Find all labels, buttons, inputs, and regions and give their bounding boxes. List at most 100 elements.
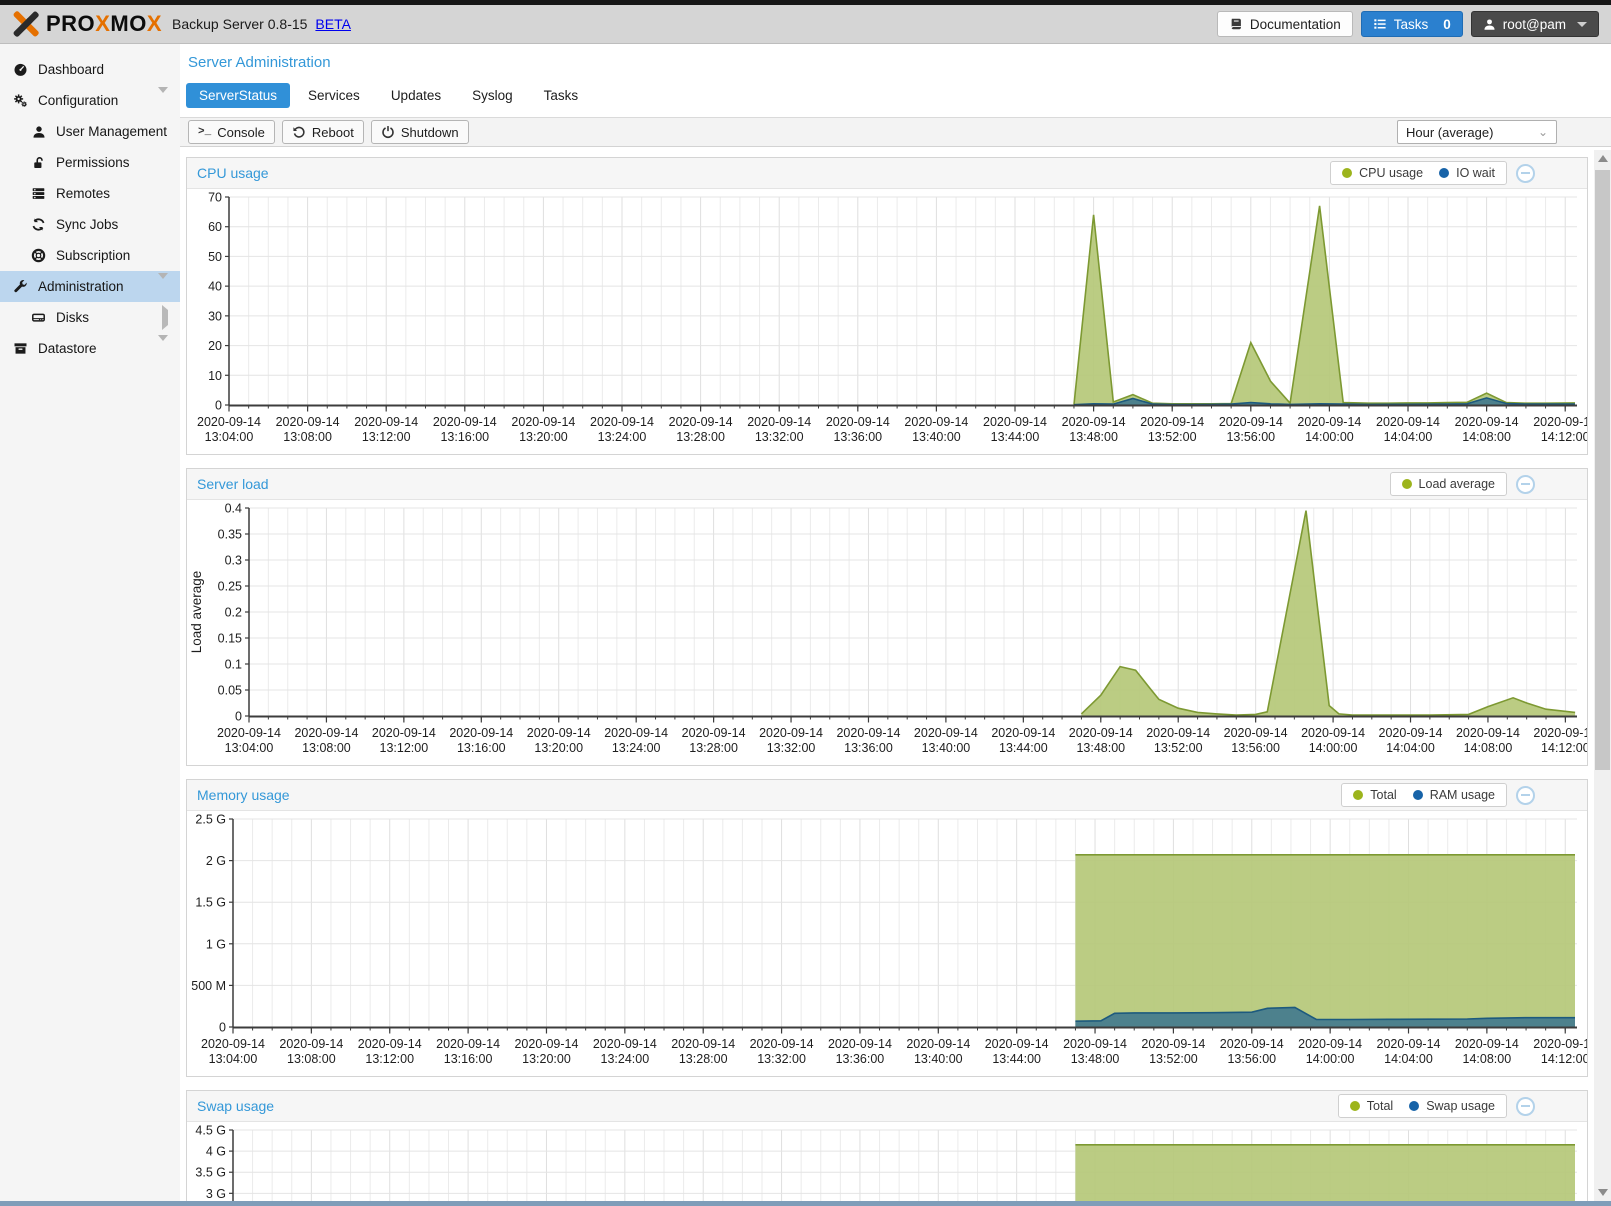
collapse-panel-button[interactable] <box>1516 474 1535 494</box>
tasks-button[interactable]: Tasks 0 <box>1360 11 1463 37</box>
legend-item[interactable]: RAM usage <box>1412 788 1495 802</box>
user-menu-button[interactable]: root@pam <box>1470 11 1599 37</box>
tab-syslog[interactable]: Syslog <box>472 88 513 103</box>
panel-header: Swap usage Total Swap usage <box>187 1091 1587 1122</box>
svg-text:14:08:00: 14:08:00 <box>1463 1052 1512 1066</box>
svg-text:0: 0 <box>219 1021 226 1035</box>
legend-item[interactable]: IO wait <box>1439 166 1495 180</box>
tab-tasks[interactable]: Tasks <box>543 88 579 103</box>
svg-text:13:40:00: 13:40:00 <box>922 741 971 755</box>
svg-text:2020-09-14: 2020-09-14 <box>1455 415 1519 429</box>
user-icon <box>30 125 47 139</box>
sidebar-item-remotes[interactable]: Remotes <box>0 178 180 209</box>
vertical-scrollbar[interactable] <box>1594 150 1611 1201</box>
svg-text:13:32:00: 13:32:00 <box>755 430 804 444</box>
legend-item[interactable]: Total <box>1353 788 1397 802</box>
svg-text:13:28:00: 13:28:00 <box>676 430 725 444</box>
reboot-button[interactable]: Reboot <box>281 120 364 144</box>
svg-text:2020-09-14: 2020-09-14 <box>449 726 513 740</box>
svg-text:13:08:00: 13:08:00 <box>283 430 332 444</box>
svg-text:0.2: 0.2 <box>225 606 242 620</box>
collapse-panel-button[interactable] <box>1516 785 1535 805</box>
scroll-down-arrow-icon[interactable] <box>1597 1189 1608 1196</box>
svg-text:13:56:00: 13:56:00 <box>1227 1052 1276 1066</box>
sidebar-item-permissions[interactable]: Permissions <box>0 147 180 178</box>
svg-text:14:04:00: 14:04:00 <box>1384 430 1433 444</box>
page-title: Server Administration <box>188 54 331 71</box>
legend-dot-icon <box>1342 168 1353 178</box>
svg-text:2020-09-14: 2020-09-14 <box>1219 415 1283 429</box>
rotate-left-icon <box>292 125 306 139</box>
chevron-down-icon <box>158 335 168 356</box>
memory-usage-chart: 2020-09-1413:04:002020-09-1413:08:002020… <box>187 811 1597 1071</box>
sidebar-item-administration[interactable]: Administration <box>0 271 180 302</box>
scroll-up-arrow-icon[interactable] <box>1597 155 1608 162</box>
legend-item[interactable]: Total <box>1349 1099 1393 1113</box>
legend-label: Load average <box>1418 477 1495 491</box>
proxmox-logo: PROXMOX <box>12 10 162 38</box>
charts-area: CPU usage CPU usage IO wait 2020-09-14 13:04… <box>180 157 1611 1201</box>
svg-text:2020-09-14: 2020-09-14 <box>514 1037 578 1051</box>
tab-updates[interactable]: Updates <box>390 88 442 103</box>
collapse-panel-button[interactable] <box>1516 1096 1535 1116</box>
svg-text:1.5 G: 1.5 G <box>195 896 226 910</box>
sidebar-item-dashboard[interactable]: Dashboard <box>0 54 180 85</box>
svg-text:2020-09-14: 2020-09-14 <box>604 726 668 740</box>
timeframe-select[interactable]: Hour (average) ⌄ <box>1397 120 1557 144</box>
sidebar-item-sync-jobs[interactable]: Sync Jobs <box>0 209 180 240</box>
svg-text:2020-09-14: 2020-09-14 <box>1533 726 1587 740</box>
sidebar-item-configuration[interactable]: Configuration <box>0 85 180 116</box>
brand-letters: X <box>146 11 163 36</box>
svg-text:13:40:00: 13:40:00 <box>912 430 961 444</box>
power-icon <box>381 125 395 139</box>
tasks-count-badge: 0 <box>1443 16 1451 32</box>
svg-text:2020-09-14: 2020-09-14 <box>1140 415 1204 429</box>
svg-text:13:08:00: 13:08:00 <box>287 1052 336 1066</box>
legend-dot-icon <box>1439 168 1450 178</box>
sidebar-item-user-management[interactable]: User Management <box>0 116 180 147</box>
svg-text:2020-09-14: 2020-09-14 <box>983 415 1047 429</box>
console-button[interactable]: >_ Console <box>188 120 275 144</box>
cogs-icon <box>12 93 29 108</box>
cpu-usage-panel: CPU usage CPU usage IO wait 2020-09-14 13:04… <box>186 157 1597 455</box>
svg-text:2020-09-14: 2020-09-14 <box>433 415 497 429</box>
legend-label: RAM usage <box>1429 788 1495 802</box>
svg-text:13:32:00: 13:32:00 <box>767 741 816 755</box>
shutdown-button[interactable]: Shutdown <box>370 120 469 144</box>
legend-dot-icon <box>1349 1101 1360 1111</box>
legend-item[interactable]: Load average <box>1401 477 1495 491</box>
chevron-down-icon <box>158 87 168 108</box>
legend-dot-icon <box>1412 790 1423 800</box>
terminal-icon: >_ <box>198 126 212 138</box>
svg-text:0.05: 0.05 <box>218 684 242 698</box>
sidebar-item-disks[interactable]: Disks <box>0 302 180 333</box>
svg-text:2020-09-14: 2020-09-14 <box>201 1037 265 1051</box>
tab-services[interactable]: Services <box>308 88 360 103</box>
svg-text:2020-09-14: 2020-09-14 <box>436 1037 500 1051</box>
sidebar-item-datastore[interactable]: Datastore <box>0 333 180 364</box>
beta-link[interactable]: BETA <box>315 16 351 32</box>
scrollbar-thumb[interactable] <box>1595 170 1610 770</box>
proxmox-x-icon <box>13 11 39 37</box>
documentation-button[interactable]: Documentation <box>1216 11 1353 37</box>
svg-text:40: 40 <box>208 280 222 294</box>
svg-text:2020-09-14: 2020-09-14 <box>1063 1037 1127 1051</box>
svg-text:13:40:00: 13:40:00 <box>914 1052 963 1066</box>
panel-title: Swap usage <box>197 1098 275 1114</box>
list-icon <box>1374 19 1386 29</box>
svg-text:13:36:00: 13:36:00 <box>836 1052 885 1066</box>
chart-legend: Total RAM usage <box>1341 783 1507 807</box>
legend-item[interactable]: CPU usage <box>1342 166 1423 180</box>
brand-letters: MO <box>110 11 147 36</box>
collapse-panel-button[interactable] <box>1516 163 1535 183</box>
tab-serverstatus[interactable]: ServerStatus <box>186 83 291 108</box>
svg-text:0.1: 0.1 <box>225 658 242 672</box>
svg-text:2020-09-14: 2020-09-14 <box>836 726 900 740</box>
legend-item[interactable]: Swap usage <box>1409 1099 1495 1113</box>
svg-text:13:48:00: 13:48:00 <box>1076 741 1125 755</box>
svg-text:2020-09-14: 2020-09-14 <box>1298 1037 1362 1051</box>
svg-text:0: 0 <box>215 399 222 413</box>
swap-usage-chart: 2020-09-1413:04:002020-09-1413:08:002020… <box>187 1122 1587 1201</box>
svg-text:13:32:00: 13:32:00 <box>757 1052 806 1066</box>
sidebar-item-subscription[interactable]: Subscription <box>0 240 180 271</box>
